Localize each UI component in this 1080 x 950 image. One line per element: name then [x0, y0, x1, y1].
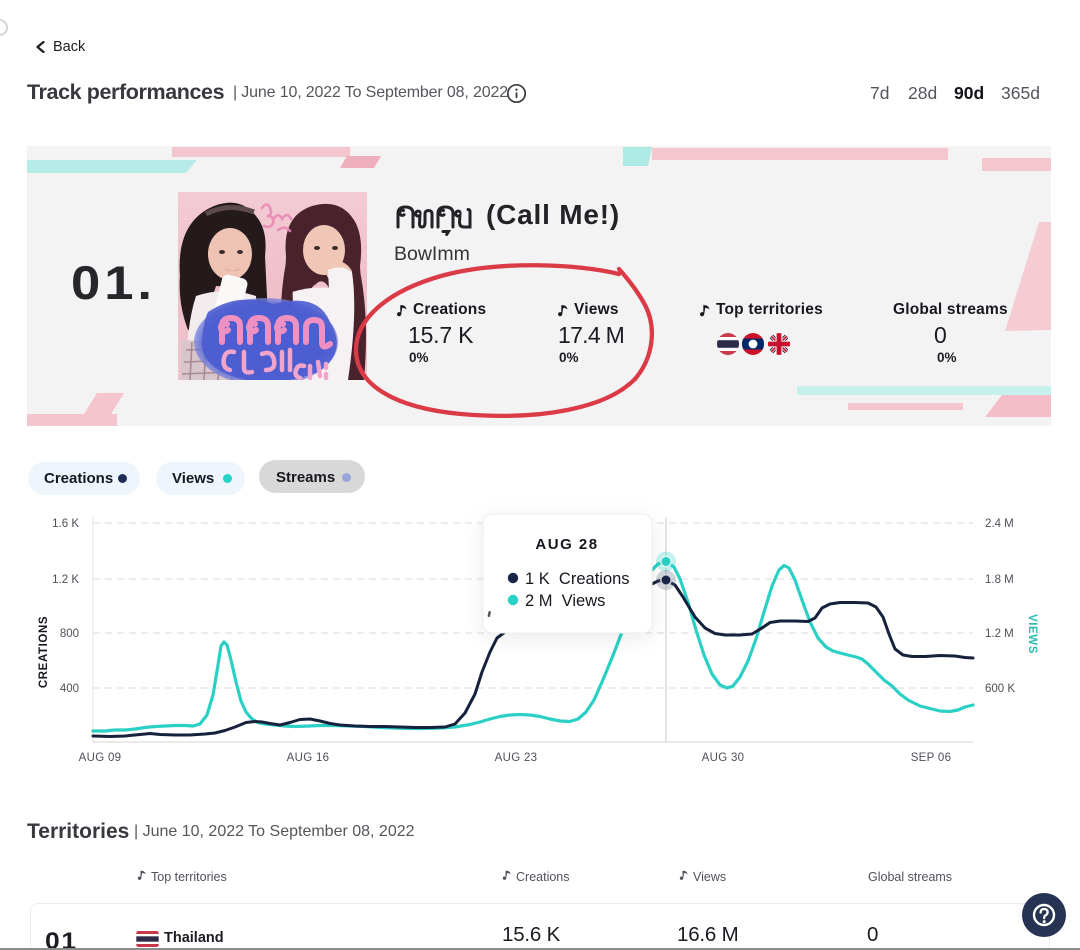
svg-text:800: 800	[60, 628, 79, 640]
svg-text:1.2 M: 1.2 M	[985, 628, 1014, 640]
svg-text:AUG 16: AUG 16	[287, 752, 330, 764]
svg-text:Global streams: Global streams	[868, 870, 952, 884]
svg-text:1.2 K: 1.2 K	[52, 574, 79, 586]
svg-text:Views: Views	[693, 870, 726, 884]
svg-text:SEP 06: SEP 06	[911, 752, 952, 764]
svg-text:600 K: 600 K	[985, 683, 1015, 695]
svg-text:2.4 M: 2.4 M	[985, 518, 1014, 530]
svg-text:400: 400	[60, 683, 79, 695]
svg-text:1.6 K: 1.6 K	[52, 518, 79, 530]
svg-text:AUG 30: AUG 30	[702, 752, 745, 764]
svg-text:Creations: Creations	[516, 870, 570, 884]
svg-text:VIEWS: VIEWS	[1026, 614, 1038, 654]
svg-text:1.8 M: 1.8 M	[985, 574, 1014, 586]
svg-text:AUG 28: AUG 28	[535, 536, 598, 553]
svg-text:AUG 23: AUG 23	[495, 752, 538, 764]
svg-text:CREATIONS: CREATIONS	[38, 616, 50, 688]
svg-text:1 K Creations: 1 K Creations	[525, 570, 630, 588]
svg-text:2 M Views: 2 M Views	[525, 592, 605, 610]
svg-text:Top territories: Top territories	[151, 870, 227, 884]
svg-text:AUG 09: AUG 09	[79, 752, 122, 764]
